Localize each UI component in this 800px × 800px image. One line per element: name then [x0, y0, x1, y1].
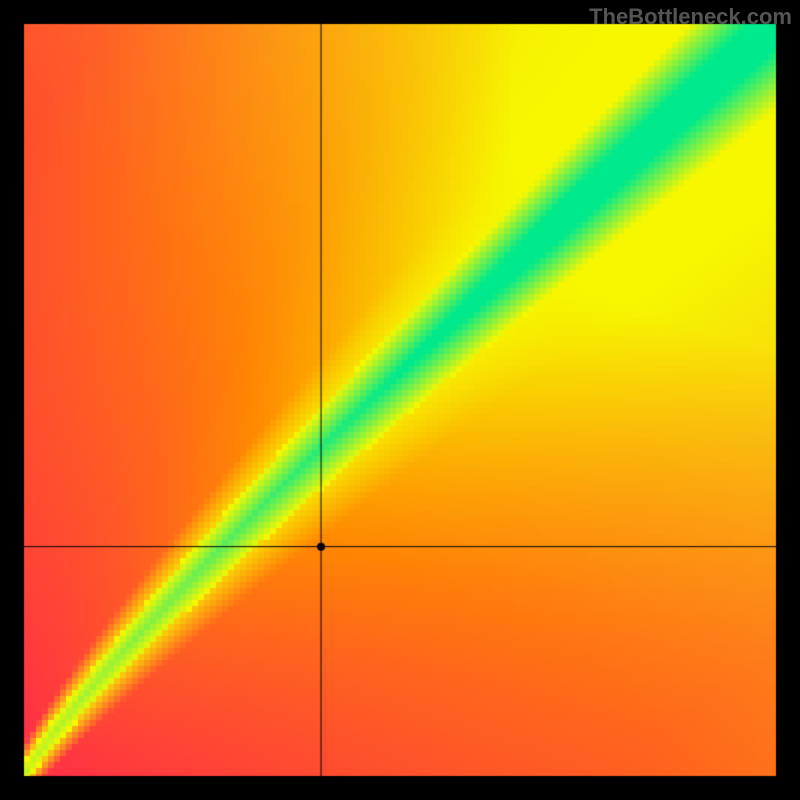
chart-container: TheBottleneck.com — [0, 0, 800, 800]
heatmap-canvas — [0, 0, 800, 800]
watermark-text: TheBottleneck.com — [589, 4, 792, 30]
